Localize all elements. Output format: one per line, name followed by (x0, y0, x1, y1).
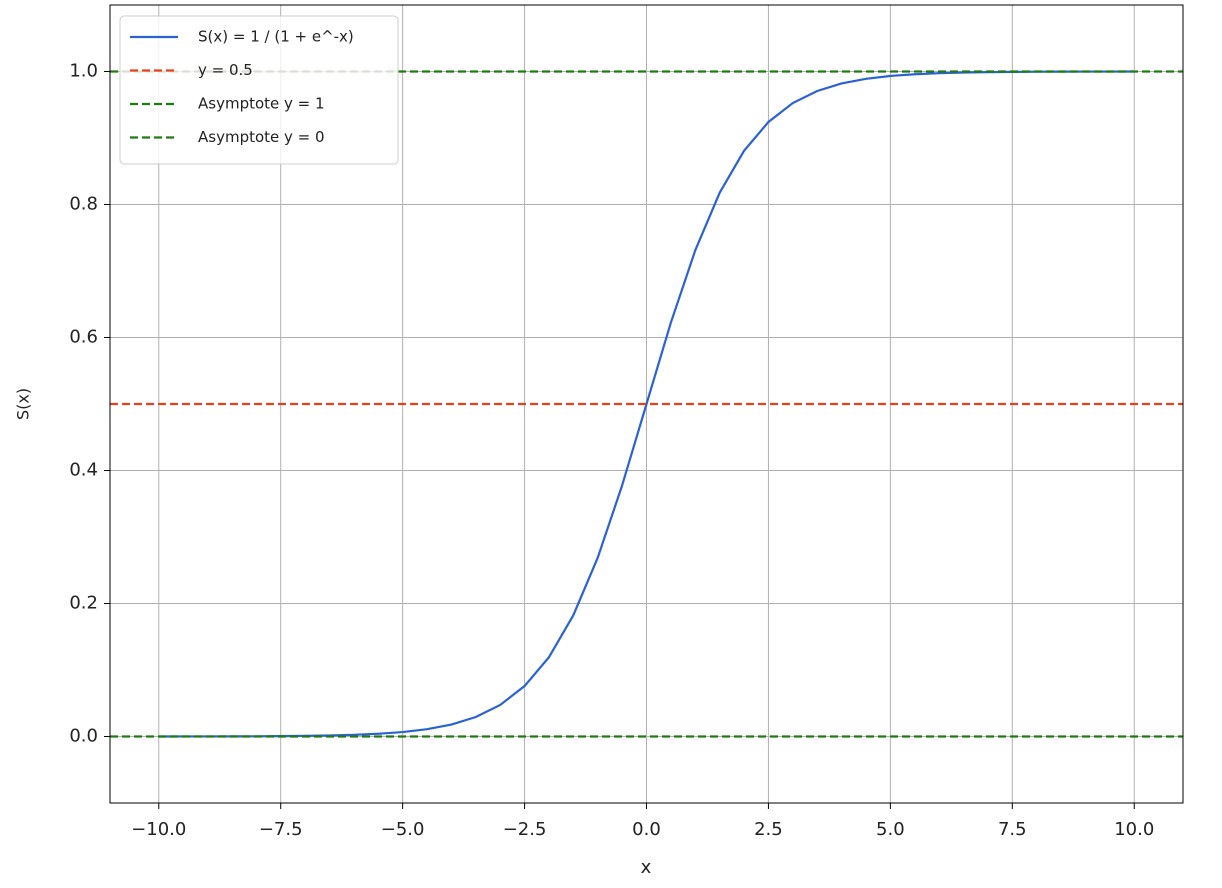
x-tick-label: 0.0 (632, 819, 661, 840)
legend-box (119, 15, 399, 165)
x-tick-label: −10.0 (131, 819, 186, 840)
y-axis-label: S(x) (14, 388, 33, 420)
x-tick-label: 5.0 (876, 819, 905, 840)
legend-label: Asymptote y = 0 (198, 128, 325, 146)
plot-frame (109, 4, 1184, 804)
y-tick-label: 0.4 (69, 460, 98, 481)
y-tick-label: 1.0 (69, 61, 98, 82)
legend-label: y = 0.5 (198, 61, 253, 79)
x-tick-label: −2.5 (503, 819, 547, 840)
y-tick-label: 0.0 (69, 726, 98, 747)
legend: S(x) = 1 / (1 + e^-x) y = 0.5 Asymptote y … (119, 15, 399, 165)
y-tick-label: 0.8 (69, 194, 98, 215)
legend-label: Asymptote y = 1 (198, 95, 325, 113)
x-tick-label: −5.0 (381, 819, 425, 840)
x-tick-label: 10.0 (1114, 819, 1154, 840)
legend-label: S(x) = 1 / (1 + e^-x) (198, 28, 354, 46)
x-tick-label: 2.5 (754, 819, 783, 840)
x-tick-label: −7.5 (259, 819, 303, 840)
y-tick-label: 0.6 (69, 327, 98, 348)
x-tick-label: 7.5 (998, 819, 1027, 840)
y-tick-label: 0.2 (69, 593, 98, 614)
x-axis-label: x (641, 857, 652, 878)
